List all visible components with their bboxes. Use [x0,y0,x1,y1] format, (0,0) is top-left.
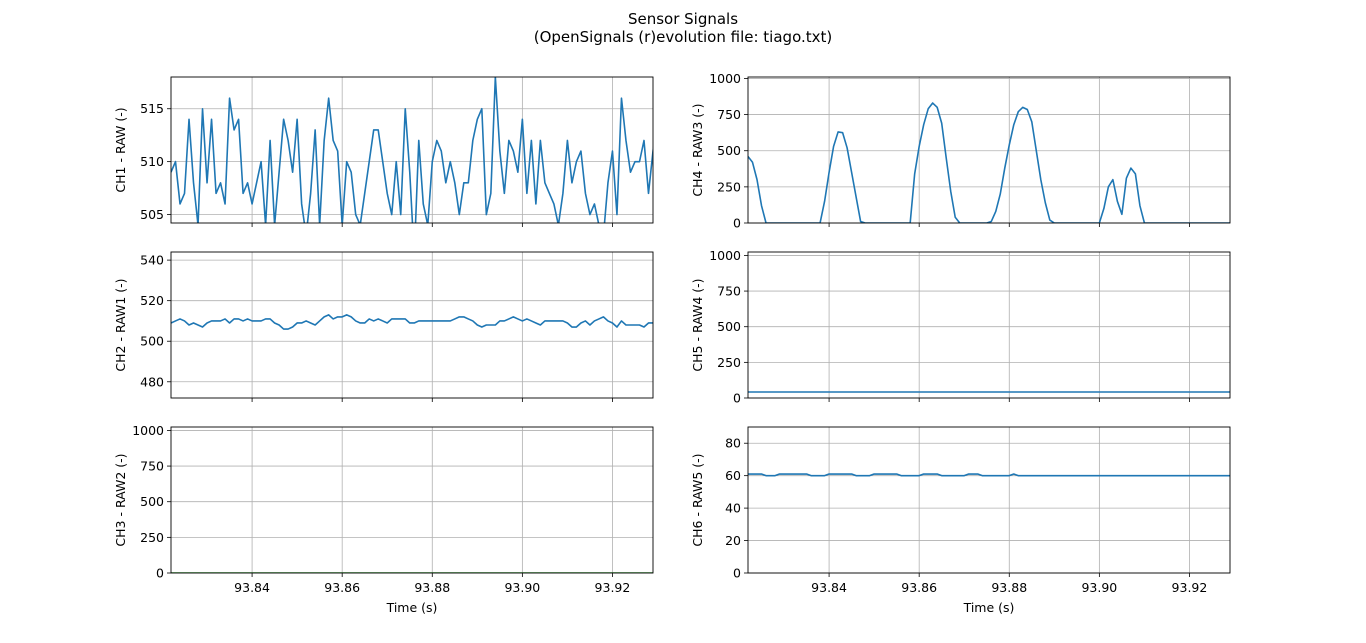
x-tick-label: 93.88 [414,580,450,595]
figure-title-block: Sensor Signals (OpenSignals (r)evolution… [0,10,1366,46]
x-tick-label: 93.90 [1081,580,1117,595]
y-axis-label: CH5 - RAW4 (-) [690,278,705,371]
x-tick-label: 93.90 [504,580,540,595]
y-tick-label: 60 [725,468,741,483]
series-line-ch1 [171,77,653,223]
y-tick-label: 750 [140,459,164,474]
y-tick-label: 505 [140,207,164,222]
figure-subtitle: (OpenSignals (r)evolution file: tiago.tx… [533,28,833,46]
y-tick-label: 500 [717,143,741,158]
y-tick-label: 0 [156,566,164,581]
y-tick-label: 750 [717,107,741,122]
axes-frame [747,251,1231,399]
y-axis-label: CH3 - RAW2 (-) [113,453,128,546]
y-tick-label: 750 [717,284,741,299]
y-tick-label: 500 [140,334,164,349]
x-tick-label: 93.92 [1172,580,1208,595]
y-axis-label: CH4 - RAW3 (-) [690,103,705,196]
subplot-ch1: 505 510 515 CH1 - RAW (-) [113,76,654,227]
x-tick-label: 93.84 [234,580,270,595]
x-tick-label: 93.84 [811,580,847,595]
axes-frame [747,76,1231,224]
axes-frame [747,426,1231,574]
series-line-ch4 [748,102,1230,223]
y-tick-label: 250 [717,179,741,194]
x-tick-label: 93.88 [991,580,1027,595]
y-tick-label: 1000 [709,248,741,263]
y-axis-label: CH6 - RAW5 (-) [690,453,705,546]
y-tick-label: 1000 [709,71,741,86]
subplot-ch2: 480 500 520 540 CH2 - RAW1 (-) [113,251,654,402]
series-line-ch2 [171,314,653,330]
y-tick-label: 480 [140,374,164,389]
y-tick-label: 250 [717,355,741,370]
axes-frame [170,426,654,574]
y-tick-label: 520 [140,293,164,308]
y-tick-label: 510 [140,154,164,169]
subplot-ch4: 0 250 500 750 1000 CH4 - RAW3 (-) [690,71,1231,231]
y-tick-label: 0 [733,216,741,231]
x-tick-label: 93.86 [324,580,360,595]
y-tick-label: 1000 [132,423,164,438]
x-tick-label: 93.92 [595,580,631,595]
subplot-ch6: 93.84 93.86 93.88 93.90 93.92 0 20 40 60 80 CH6 - … [690,426,1231,615]
y-tick-label: 0 [733,566,741,581]
subplot-ch3: 93.84 93.86 93.88 93.90 93.92 0 250 500 750 1000 C… [113,423,654,615]
y-tick-label: 80 [725,436,741,451]
y-tick-label: 540 [140,253,164,268]
subplot-ch5: 0 250 500 750 1000 CH5 - RAW4 (-) [690,248,1231,406]
figure-title: Sensor Signals [627,10,739,28]
axes-frame [170,251,654,399]
y-axis-label: CH1 - RAW (-) [113,107,128,192]
series-line-ch6 [748,473,1230,477]
x-axis-label: Time (s) [963,600,1015,615]
axes-frame [170,76,654,224]
x-axis-label: Time (s) [386,600,438,615]
y-tick-label: 40 [725,501,741,516]
y-tick-label: 515 [140,101,164,116]
y-tick-label: 20 [725,533,741,548]
y-axis-label: CH2 - RAW1 (-) [113,278,128,371]
y-tick-label: 0 [733,391,741,406]
y-tick-label: 500 [717,319,741,334]
x-tick-label: 93.86 [901,580,937,595]
y-tick-label: 500 [140,494,164,509]
y-tick-label: 250 [140,530,164,545]
